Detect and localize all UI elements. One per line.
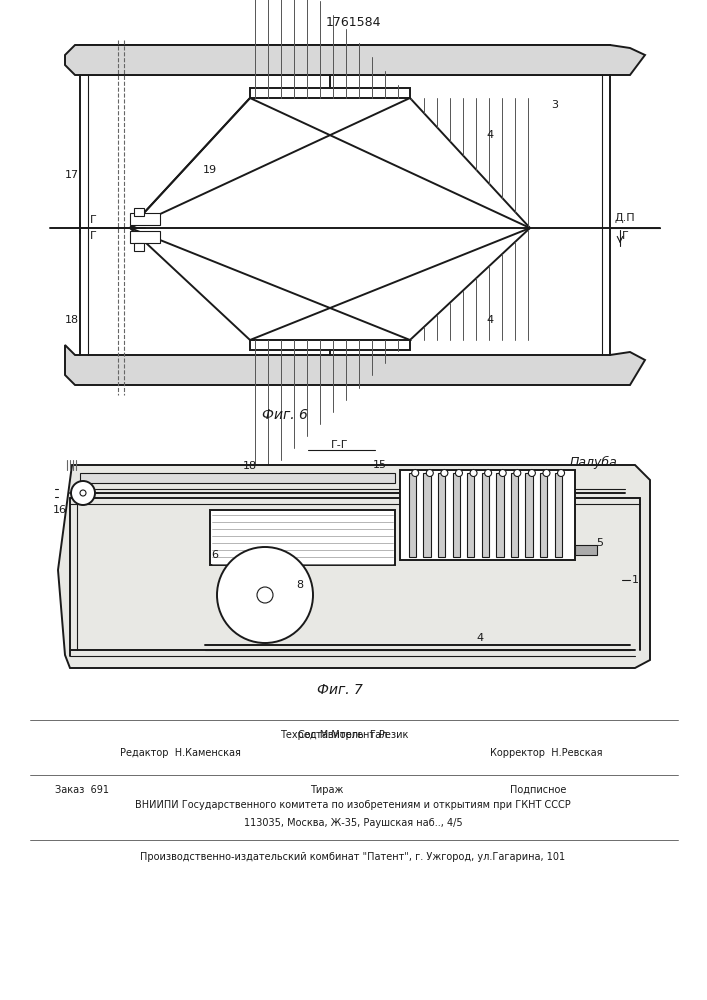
Bar — [80, 473, 395, 483]
Bar — [130, 231, 160, 243]
Text: Г: Г — [90, 215, 96, 225]
Text: ВНИИПИ Государственного комитета по изобретениям и открытиям при ГКНТ СССР: ВНИИПИ Государственного комитета по изоб… — [135, 800, 571, 810]
Circle shape — [558, 470, 565, 477]
Bar — [467, 473, 474, 557]
Bar — [134, 208, 144, 216]
Bar — [481, 473, 489, 557]
Bar — [400, 470, 575, 560]
Circle shape — [499, 470, 506, 477]
Polygon shape — [65, 45, 645, 75]
Bar — [511, 473, 518, 557]
Circle shape — [484, 470, 491, 477]
Text: Редактор  Н.Каменская: Редактор Н.Каменская — [120, 748, 241, 758]
Circle shape — [514, 470, 521, 477]
Text: Г-Г: Г-Г — [332, 440, 349, 450]
Text: 17: 17 — [65, 170, 79, 180]
Text: Д.П: Д.П — [614, 213, 636, 223]
Circle shape — [71, 481, 95, 505]
Text: 113035, Москва, Ж-35, Раушская наб.., 4/5: 113035, Москва, Ж-35, Раушская наб.., 4/… — [244, 818, 462, 828]
Bar — [423, 473, 431, 557]
Bar — [452, 473, 460, 557]
Circle shape — [528, 470, 535, 477]
Bar — [438, 473, 445, 557]
Text: Подписное: Подписное — [510, 785, 566, 795]
Text: 4: 4 — [486, 130, 493, 140]
Bar — [250, 88, 410, 98]
Text: Корректор  Н.Ревская: Корректор Н.Ревская — [490, 748, 602, 758]
Text: 19: 19 — [203, 165, 217, 175]
Text: Тираж: Тираж — [310, 785, 344, 795]
Bar — [80, 45, 610, 75]
Bar — [134, 243, 144, 251]
Bar — [409, 473, 416, 557]
Bar — [250, 340, 410, 350]
Text: Фиг. 7: Фиг. 7 — [317, 683, 363, 697]
Text: 5: 5 — [597, 538, 604, 548]
Bar — [554, 473, 562, 557]
Text: Г: Г — [90, 231, 96, 241]
Text: Фиг. 6: Фиг. 6 — [262, 408, 308, 422]
Bar — [210, 510, 395, 565]
Circle shape — [257, 587, 273, 603]
Bar — [540, 473, 547, 557]
Polygon shape — [65, 345, 645, 385]
Circle shape — [217, 547, 313, 643]
Text: Г: Г — [621, 231, 629, 241]
Text: Техред М.Моргентал: Техред М.Моргентал — [280, 730, 387, 740]
Text: Палуба: Палуба — [570, 455, 618, 469]
Text: Составитель  Г.Резик: Составитель Г.Резик — [298, 730, 408, 740]
Text: 18: 18 — [65, 315, 79, 325]
Bar — [525, 473, 532, 557]
Bar — [496, 473, 503, 557]
Text: 1: 1 — [631, 575, 638, 585]
Text: 3: 3 — [551, 100, 559, 110]
Text: Заказ  691: Заказ 691 — [55, 785, 109, 795]
Bar — [130, 213, 160, 225]
Text: 1761584: 1761584 — [325, 15, 381, 28]
Text: 6: 6 — [211, 550, 218, 560]
Circle shape — [455, 470, 462, 477]
Text: 18: 18 — [243, 461, 257, 471]
Text: 15: 15 — [373, 460, 387, 470]
Text: Производственно-издательский комбинат "Патент", г. Ужгород, ул.Гагарина, 101: Производственно-издательский комбинат "П… — [141, 852, 566, 862]
Circle shape — [411, 470, 419, 477]
Circle shape — [543, 470, 550, 477]
Bar — [575, 545, 597, 555]
Text: 16: 16 — [53, 505, 67, 515]
Circle shape — [470, 470, 477, 477]
Text: 4: 4 — [477, 633, 484, 643]
Polygon shape — [58, 465, 650, 668]
Circle shape — [441, 470, 448, 477]
Text: 4: 4 — [486, 315, 493, 325]
Circle shape — [80, 490, 86, 496]
Text: 8: 8 — [296, 580, 303, 590]
Circle shape — [426, 470, 433, 477]
